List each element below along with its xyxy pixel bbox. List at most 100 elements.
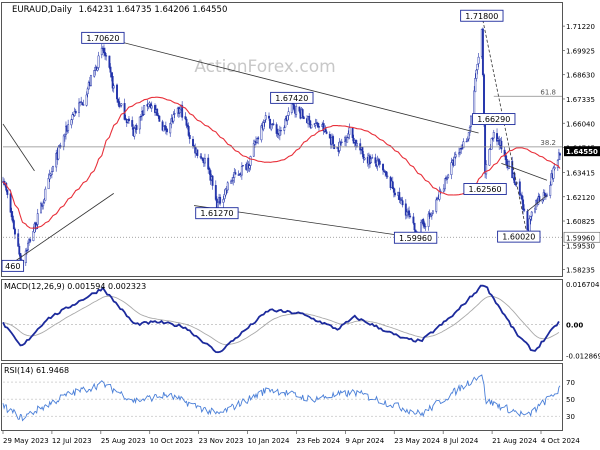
price-plot: 61.8 38.2 1.71800 1.70620 1.67420 1.66290 1.62… (1, 9, 562, 272)
candle-body (157, 114, 160, 117)
candle-body (442, 188, 445, 192)
candle-body (370, 158, 373, 163)
macd-tick-label: 0.00 (566, 321, 583, 329)
candle-body (485, 164, 488, 175)
chart-title: EURAUD,Daily 1.64231 1.64735 1.64206 1.6… (12, 5, 227, 15)
candle-body (348, 127, 351, 135)
price-tick-label: 1.69925 (566, 47, 595, 55)
candle-body (256, 138, 259, 143)
candle-body (339, 142, 342, 144)
price-annotation: 1.66290 (472, 113, 516, 126)
candle-body (453, 157, 456, 166)
rsi-tick-label: 30 (566, 413, 575, 421)
candle-body (409, 215, 412, 217)
candle-body (185, 118, 188, 126)
candle-body (211, 175, 214, 186)
candle-body (505, 158, 508, 165)
candle-body (508, 161, 510, 169)
candle-body (392, 188, 395, 193)
candle-body (523, 208, 526, 211)
fib-label: 38.2 (540, 139, 556, 147)
candle-body (105, 55, 108, 57)
candle-body (263, 120, 266, 123)
candle-body (286, 115, 289, 121)
candle-body (347, 133, 350, 138)
candle-body (488, 149, 491, 166)
annotation-box (393, 231, 438, 244)
annotation-box (472, 113, 516, 126)
candle-body (398, 192, 401, 201)
candle-body (111, 76, 114, 89)
candle-body (371, 157, 374, 159)
candle-body (346, 137, 349, 143)
candle-body (147, 103, 150, 108)
candle-body (450, 162, 453, 175)
candle-body (468, 126, 471, 134)
candle-body (314, 123, 317, 126)
candle-body (332, 136, 335, 144)
candle-body (302, 116, 305, 120)
candle-body (432, 210, 434, 214)
candle-body (328, 133, 331, 139)
candle-body (543, 192, 546, 197)
candle-body (270, 124, 273, 130)
candle-body (521, 195, 523, 200)
candle-body (161, 121, 164, 131)
candle-body (530, 211, 533, 217)
candle-body (269, 118, 272, 129)
candle-body (131, 120, 134, 127)
candle-body (103, 47, 105, 54)
candle-body (541, 199, 544, 203)
symbol-label: EURAUD,Daily (12, 5, 72, 15)
candle-body (490, 138, 493, 150)
candle-body (284, 118, 287, 128)
candle-body (374, 157, 377, 164)
price-tick-label: 1.66040 (566, 120, 595, 128)
candle-body (550, 173, 553, 186)
price-annotation: 460 (1, 259, 25, 272)
candle-body (376, 159, 379, 167)
candle-body (237, 174, 240, 176)
candle-body (528, 218, 531, 232)
rsi-panel-frame (1, 363, 563, 431)
price-annotation: 1.71800 (460, 9, 504, 22)
candle-body (93, 70, 96, 77)
support-price-label: 1.59960 (566, 234, 595, 242)
x-tick-label: 23 May 2024 (394, 437, 440, 445)
support-price-box (563, 231, 600, 243)
candle-body (120, 103, 123, 106)
annotation-box (195, 207, 239, 220)
rsi-title: RSI(14) 61.9468 (4, 366, 69, 375)
annotation-box (460, 9, 504, 22)
candle-body (280, 130, 282, 132)
trendline-7 (527, 194, 548, 212)
candle-body (287, 111, 290, 116)
candle-body (43, 199, 46, 203)
macd-plot (2, 284, 560, 354)
candle-body (27, 242, 29, 251)
candle-body (526, 211, 529, 231)
rsi-tick-label: 50 (566, 396, 575, 404)
candle-body (104, 52, 107, 56)
candle-body (192, 138, 194, 147)
candle-body (391, 181, 394, 189)
candle-body (470, 115, 472, 127)
candle-body (559, 153, 561, 156)
candle-body (193, 145, 196, 147)
candle-body (363, 157, 366, 160)
candle-body (219, 196, 222, 204)
candle-body (262, 122, 265, 130)
candle-body (377, 159, 380, 162)
rsi-line (2, 374, 561, 422)
price-tick-label: 1.68630 (566, 72, 595, 80)
x-tick-label: 29 May 2023 (3, 437, 49, 445)
candle-body (518, 181, 521, 196)
trendline-5 (481, 15, 528, 237)
rsi-tick-label: 70 (566, 379, 575, 387)
candle-body (423, 222, 426, 227)
trendline-1 (102, 36, 479, 134)
current-price-label: 1.64550 (566, 148, 598, 156)
candle-body (57, 146, 60, 160)
candle-body (473, 90, 476, 117)
candle-body (6, 189, 9, 195)
